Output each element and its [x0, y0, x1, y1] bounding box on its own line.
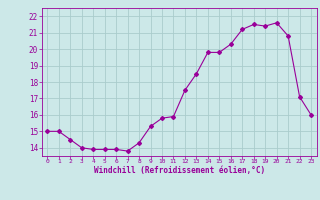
X-axis label: Windchill (Refroidissement éolien,°C): Windchill (Refroidissement éolien,°C)	[94, 166, 265, 175]
